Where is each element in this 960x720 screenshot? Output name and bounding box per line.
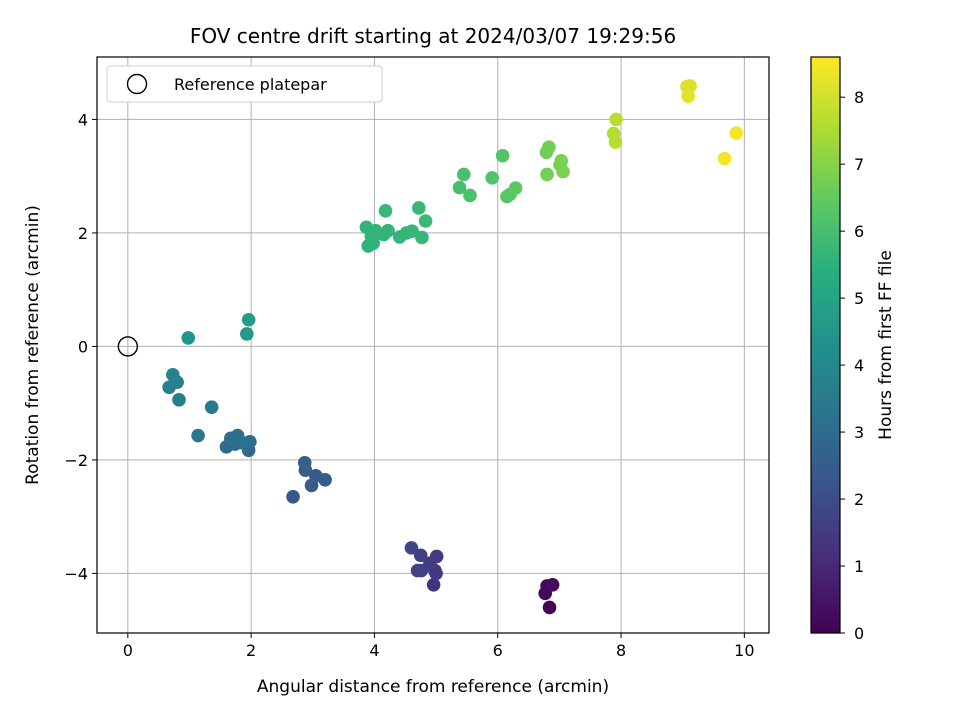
y-tick-label: 4: [78, 110, 88, 129]
colorbar: [810, 56, 841, 634]
y-axis-ticks: −4 −2 0 2 4: [64, 110, 97, 583]
data-point: [418, 214, 433, 228]
data-point: [204, 400, 219, 414]
x-axis-ticks: 0 2 4 6 8 10: [123, 633, 755, 660]
data-point: [241, 312, 256, 327]
data-point: [542, 140, 556, 155]
data-point: [378, 203, 393, 218]
data-point: [286, 490, 300, 504]
data-point: [457, 167, 471, 182]
data-point: [729, 126, 744, 140]
grid-lines: [97, 57, 769, 633]
x-tick-label: 8: [616, 641, 626, 660]
data-point: [495, 148, 510, 163]
data-point: [240, 327, 254, 341]
data-point: [166, 367, 180, 382]
plot-frame: [96, 56, 770, 634]
y-tick-label: −2: [64, 451, 88, 470]
data-point: [683, 79, 697, 93]
colorbar-tick-label: 8: [854, 88, 864, 107]
legend-box: [106, 65, 383, 103]
reference-platepar-marker: [117, 336, 139, 357]
data-point: [540, 167, 554, 182]
data-point: [297, 455, 312, 470]
data-point: [412, 201, 426, 215]
data-point: [415, 230, 429, 245]
data-point: [236, 436, 250, 450]
data-point: [508, 181, 523, 195]
x-tick-label: 6: [493, 641, 503, 660]
colorbar-tick-label: 3: [854, 423, 864, 442]
data-point: [181, 331, 196, 345]
data-point: [172, 392, 186, 407]
x-tick-label: 4: [369, 641, 379, 660]
colorbar-tick-label: 1: [854, 557, 864, 576]
data-point: [309, 469, 323, 483]
colorbar-tick-label: 7: [854, 155, 864, 174]
colorbar-tick-label: 6: [854, 222, 864, 241]
data-point: [413, 548, 428, 563]
x-tick-label: 2: [246, 641, 256, 660]
data-point: [405, 224, 419, 239]
colorbar-label: Hours from first FF file: [876, 250, 896, 440]
data-point: [191, 428, 205, 443]
colorbar-tick-label: 2: [854, 490, 864, 509]
x-axis-label: Angular distance from reference (arcmin): [257, 677, 609, 697]
data-point: [485, 171, 499, 185]
colorbar-tick-label: 0: [854, 624, 864, 643]
data-point: [681, 89, 696, 103]
data-point: [608, 135, 623, 149]
legend-reference-marker: [126, 73, 148, 95]
data-point: [414, 563, 429, 578]
chart-title: FOV centre drift starting at 2024/03/07 …: [190, 24, 676, 48]
data-point: [609, 112, 623, 127]
legend-entry-reference: Reference platepar: [174, 75, 327, 94]
data-point: [556, 164, 570, 179]
data-point: [452, 180, 467, 195]
colorbar-tick-label: 5: [854, 289, 864, 308]
data-point: [404, 541, 419, 555]
x-tick-label: 10: [734, 641, 754, 660]
y-axis-label: Rotation from reference (arcmin): [23, 205, 43, 485]
data-point: [542, 600, 557, 615]
data-point: [717, 151, 732, 166]
y-tick-label: 0: [78, 337, 88, 356]
x-tick-label: 0: [123, 641, 133, 660]
y-tick-label: −4: [64, 564, 88, 583]
data-points: [117, 79, 744, 615]
data-point: [381, 223, 395, 238]
data-point: [463, 188, 477, 203]
colorbar-tick-label: 4: [854, 356, 864, 375]
data-point: [426, 577, 441, 592]
legend: Reference platepar: [106, 65, 383, 103]
y-tick-label: 2: [78, 224, 88, 243]
data-point: [545, 577, 560, 592]
colorbar-ticks: 0 1 2 3 4 5 6 7 8: [840, 88, 864, 643]
data-point: [554, 154, 569, 168]
